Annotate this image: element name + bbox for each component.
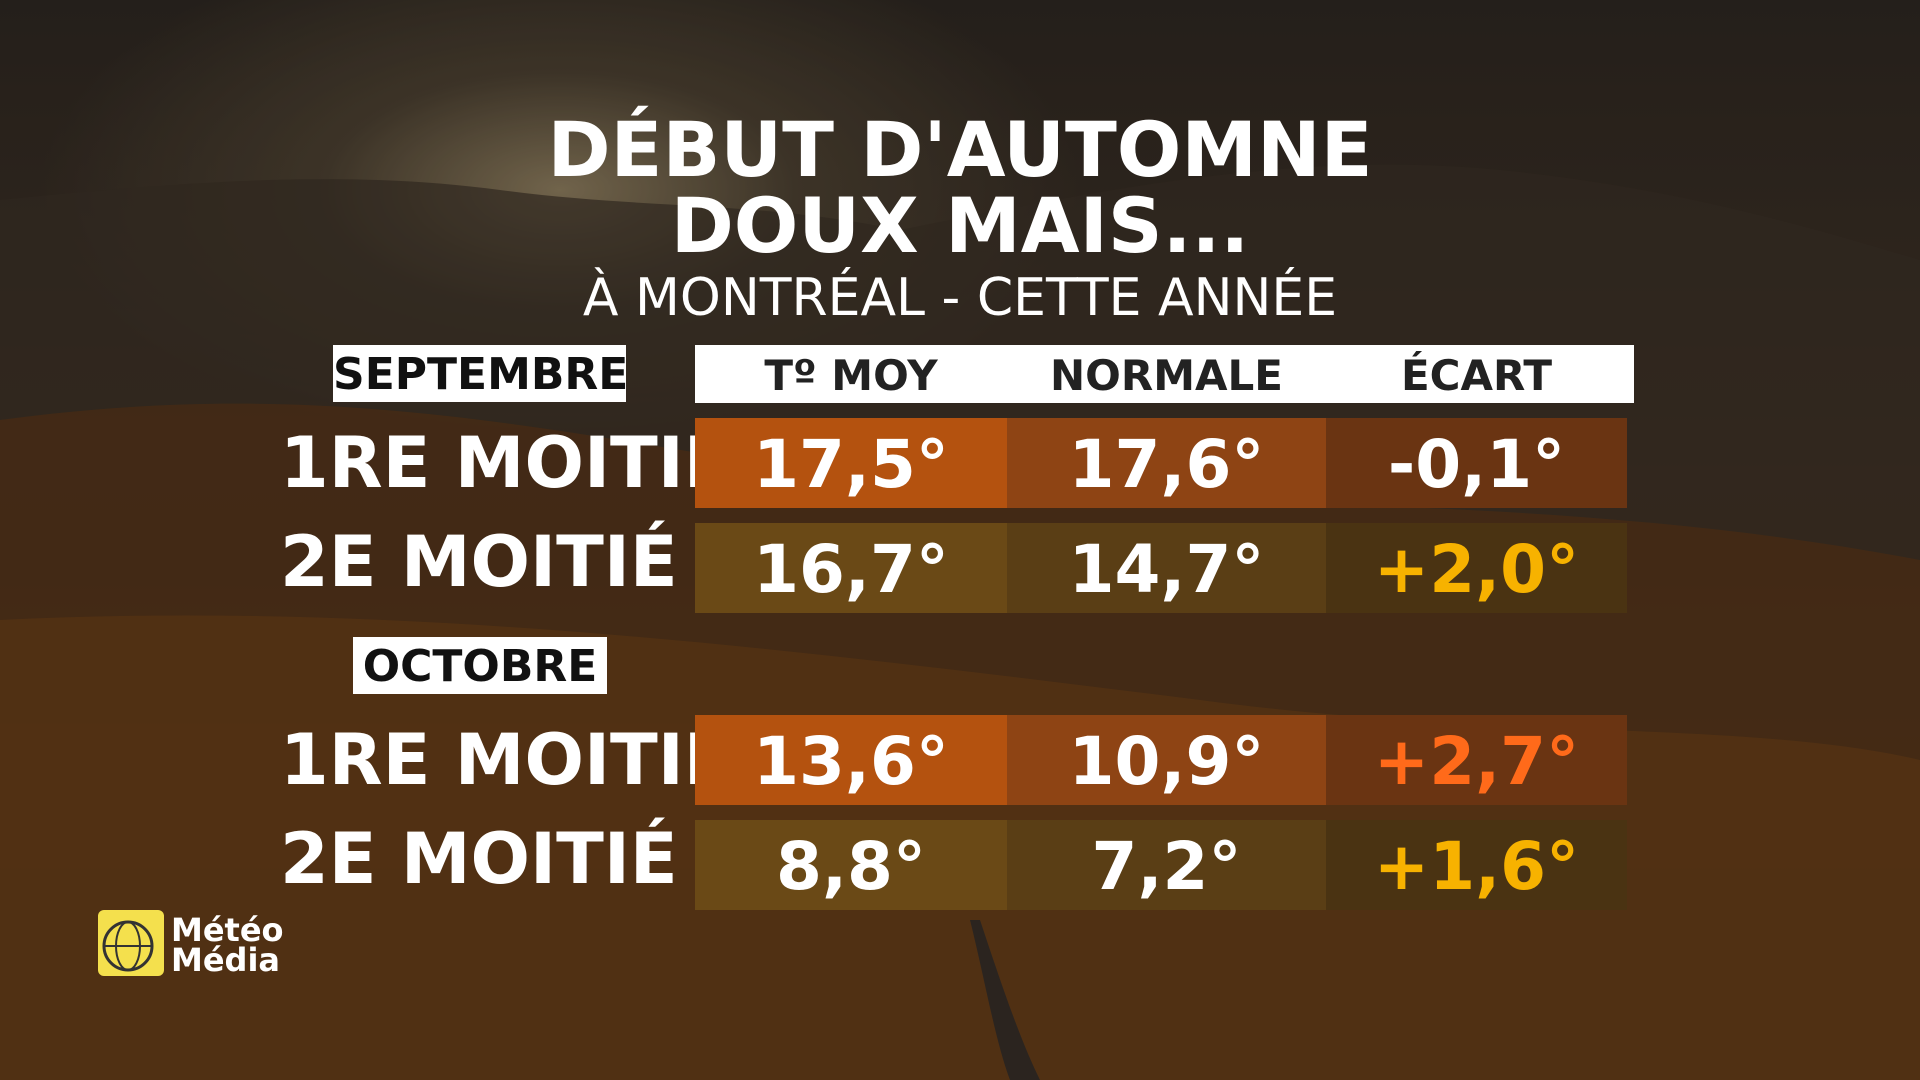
column-header: ÉCART — [1400, 351, 1553, 400]
section-label: OCTOBRE — [353, 637, 607, 694]
row-label: 1RE MOITIÉ — [280, 719, 732, 801]
logo-text: Média — [171, 941, 281, 979]
subtitle: À MONTRÉAL - CETTE ANNÉE — [582, 268, 1338, 328]
row-label: 1RE MOITIÉ — [280, 422, 732, 504]
title-line: DOUX MAIS... — [670, 181, 1250, 270]
column-header: NORMALE — [1050, 351, 1283, 400]
value-cell: 16,7° — [695, 523, 1007, 613]
row-label: 2E MOITIÉ — [280, 521, 678, 603]
value-cell: 17,6° — [1007, 418, 1326, 508]
value-cell: 7,2° — [1007, 820, 1326, 910]
section-label: SEPTEMBRE — [333, 345, 628, 402]
value-cell: 10,9° — [1007, 715, 1326, 805]
logo-globe — [102, 920, 154, 972]
ecart-cell: -0,1° — [1326, 418, 1627, 508]
logo-text: Météo — [171, 911, 284, 949]
value-cell: 17,5° — [695, 418, 1007, 508]
row-label: 2E MOITIÉ — [280, 818, 678, 900]
column-header: Tº MOY — [764, 351, 938, 400]
title-line: DÉBUT D'AUTOMNE — [547, 105, 1373, 194]
logo-icon — [98, 910, 164, 976]
ecart-cell: +2,7° — [1326, 715, 1627, 805]
value-cell: 8,8° — [695, 820, 1007, 910]
ecart-cell: +1,6° — [1326, 820, 1627, 910]
ecart-cell: +2,0° — [1326, 523, 1627, 613]
value-cell: 14,7° — [1007, 523, 1326, 613]
value-cell: 13,6° — [695, 715, 1007, 805]
header-bar — [695, 345, 1634, 403]
